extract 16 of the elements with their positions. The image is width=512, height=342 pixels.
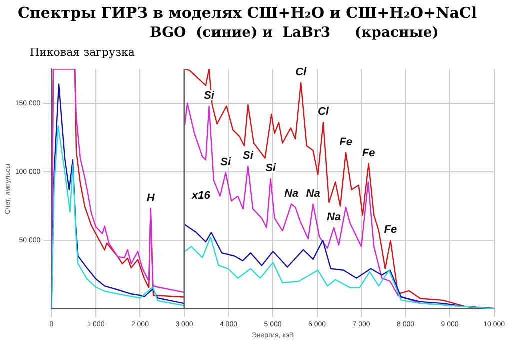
chart-title: Спектры ГИРЗ в моделях СШ+H₂O и СШ+H₂O+NaCl — [18, 4, 478, 22]
annotation: Si — [266, 162, 277, 174]
annotation: Fe — [384, 224, 398, 236]
annotation: Fe — [362, 147, 376, 160]
annotation: Si — [220, 156, 232, 168]
annotation: Na — [306, 188, 320, 200]
text: Пиковая загрузка — [30, 46, 135, 59]
annotation: x16 — [192, 190, 210, 202]
annotation: Fe — [340, 136, 352, 148]
annotation: Na — [284, 188, 299, 200]
annotation: Na — [327, 211, 342, 224]
chart-subtitle: BGO (синие) и LaBr3 (красные) — [150, 25, 439, 41]
annotation: Cl — [318, 106, 330, 118]
annotation: H — [146, 192, 156, 205]
annotation: Si — [243, 150, 254, 162]
annotation: Cl — [296, 66, 308, 78]
